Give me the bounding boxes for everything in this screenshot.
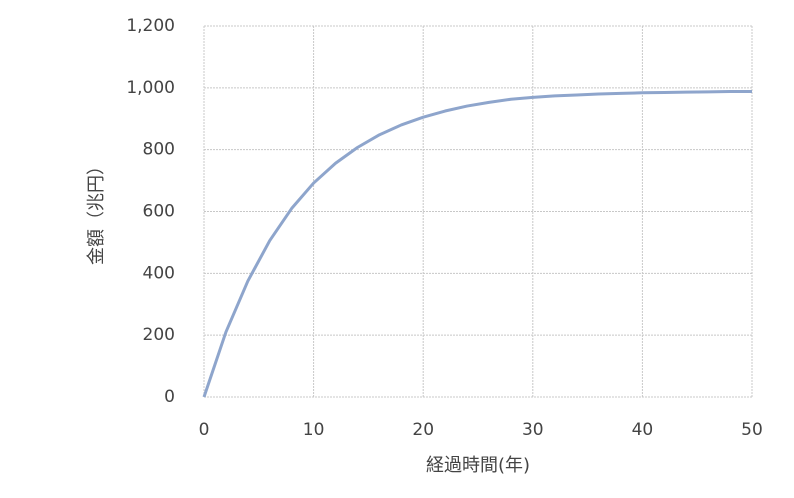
x-axis-title: 経過時間(年) — [426, 455, 530, 476]
x-tick-label: 10 — [303, 420, 325, 440]
y-tick-label: 600 — [143, 202, 175, 222]
y-tick-label: 1,000 — [126, 78, 175, 98]
y-tick-label: 1,200 — [126, 16, 175, 36]
y-axis-title: 金額（兆円） — [86, 157, 107, 265]
x-tick-label: 0 — [199, 420, 210, 440]
x-tick-label: 20 — [412, 420, 434, 440]
x-tick-label: 30 — [522, 420, 544, 440]
line-series — [202, 90, 752, 398]
x-tick-label: 50 — [741, 420, 763, 440]
y-tick-label: 0 — [164, 387, 175, 407]
y-tick-label: 400 — [143, 263, 175, 283]
y-tick-label: 200 — [143, 325, 175, 345]
y-tick-label: 800 — [143, 140, 175, 160]
x-tick-label: 40 — [632, 420, 654, 440]
